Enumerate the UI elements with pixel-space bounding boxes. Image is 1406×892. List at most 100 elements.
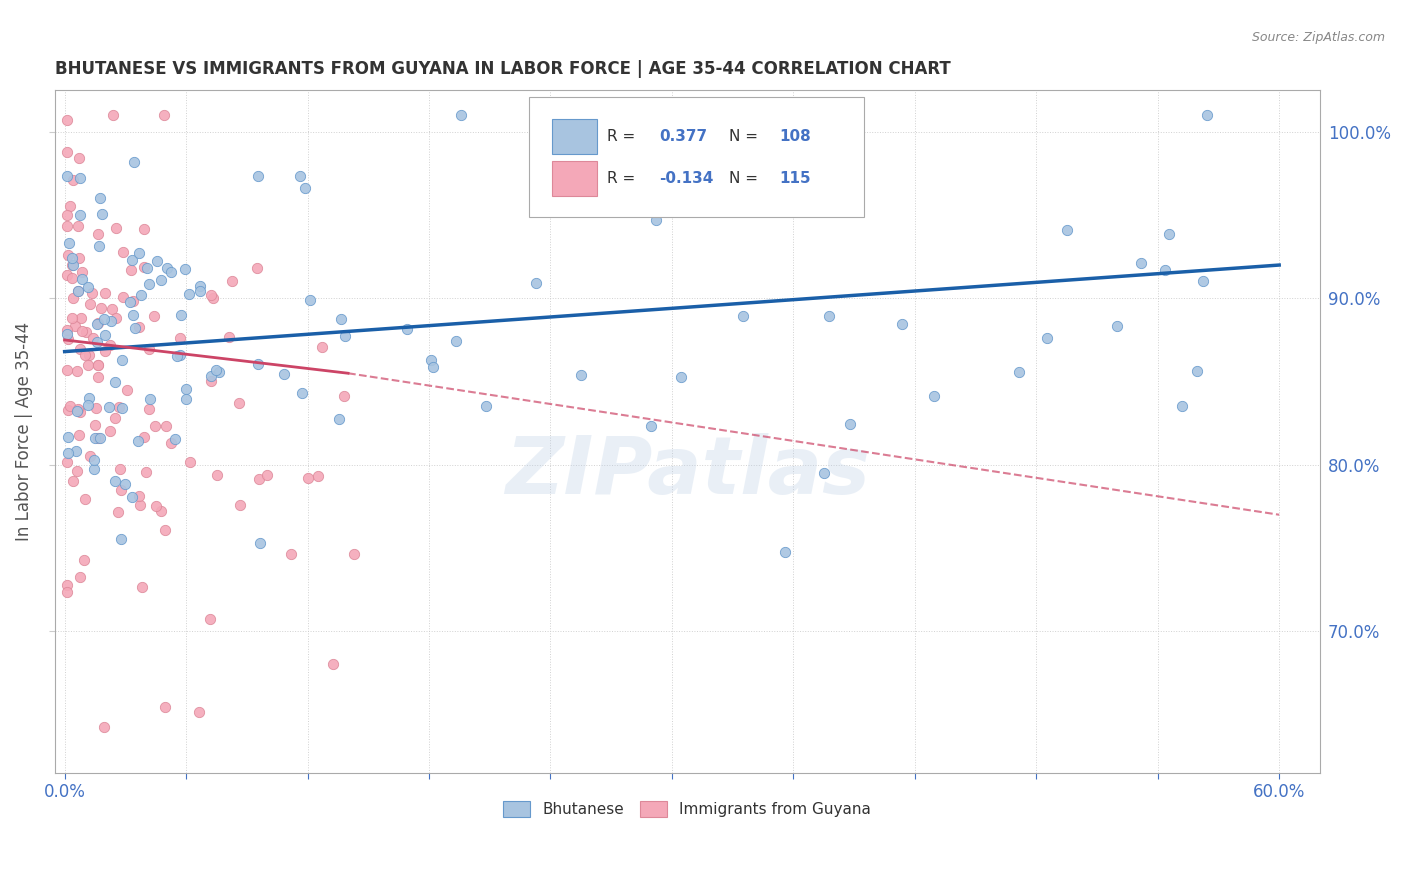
FancyBboxPatch shape: [529, 97, 865, 217]
Point: [55, 327, 77, 342]
Point: [87, 359, 110, 373]
Point: [62, 291, 84, 305]
Point: [138, 392, 160, 407]
Point: [273, 367, 295, 381]
Point: [55, 219, 77, 233]
Point: [169, 331, 191, 345]
Point: [153, 523, 176, 537]
Point: [120, 263, 142, 277]
Point: [80, 286, 103, 301]
Point: [149, 273, 172, 287]
Point: [156, 261, 179, 276]
Point: [645, 213, 668, 227]
Point: [838, 417, 860, 431]
Point: [188, 705, 211, 719]
Point: [128, 245, 150, 260]
Point: [66, 403, 89, 417]
Point: [773, 545, 796, 559]
Point: [333, 389, 356, 403]
Point: [104, 220, 127, 235]
Point: [55, 145, 77, 159]
Point: [110, 461, 132, 475]
Point: [77, 391, 100, 405]
Point: [56, 248, 79, 262]
Text: R =: R =: [607, 129, 641, 145]
Point: [571, 368, 593, 382]
Point: [70, 310, 93, 325]
Point: [395, 322, 418, 336]
Point: [122, 293, 145, 308]
Point: [328, 412, 350, 426]
Point: [780, 184, 803, 198]
Point: [626, 136, 648, 151]
Point: [772, 132, 794, 146]
Point: [112, 244, 135, 259]
Point: [66, 285, 89, 299]
Point: [98, 337, 121, 351]
Point: [67, 251, 90, 265]
Point: [420, 353, 443, 368]
Point: [179, 287, 201, 301]
Text: -0.134: -0.134: [659, 170, 714, 186]
Point: [169, 348, 191, 362]
Point: [422, 360, 444, 375]
Point: [89, 191, 111, 205]
Point: [247, 169, 270, 183]
FancyBboxPatch shape: [551, 161, 598, 196]
Point: [200, 612, 222, 626]
Point: [73, 553, 96, 567]
Point: [294, 181, 316, 195]
Text: 115: 115: [779, 170, 811, 186]
Point: [200, 369, 222, 384]
Point: [104, 410, 127, 425]
Point: [107, 505, 129, 519]
Point: [145, 499, 167, 513]
Point: [288, 169, 311, 183]
Point: [86, 318, 108, 332]
Point: [188, 278, 211, 293]
Point: [128, 320, 150, 334]
Point: [55, 169, 77, 184]
Point: [86, 370, 108, 384]
Point: [129, 287, 152, 301]
Point: [70, 265, 93, 279]
FancyBboxPatch shape: [551, 119, 598, 154]
Point: [117, 384, 139, 398]
Point: [98, 424, 121, 438]
Point: [87, 316, 110, 330]
Point: [280, 547, 302, 561]
Point: [165, 433, 187, 447]
Text: R =: R =: [607, 170, 641, 186]
Point: [1192, 274, 1215, 288]
Point: [108, 400, 131, 414]
Legend: Bhutanese, Immigrants from Guyana: Bhutanese, Immigrants from Guyana: [496, 795, 877, 823]
Point: [256, 468, 278, 483]
Point: [66, 401, 89, 416]
Point: [94, 344, 117, 359]
Point: [1153, 262, 1175, 277]
Point: [56, 403, 79, 417]
Point: [77, 280, 100, 294]
Point: [290, 386, 312, 401]
Point: [166, 349, 188, 363]
Point: [127, 434, 149, 448]
Point: [82, 331, 104, 345]
Point: [69, 342, 91, 356]
Point: [79, 449, 101, 463]
Point: [60, 258, 83, 272]
Point: [1130, 256, 1153, 270]
Point: [200, 287, 222, 301]
Point: [69, 171, 91, 186]
Point: [79, 297, 101, 311]
Point: [922, 389, 945, 403]
Point: [69, 208, 91, 222]
Point: [66, 219, 89, 234]
Point: [55, 585, 77, 599]
Point: [62, 258, 84, 272]
Text: Source: ZipAtlas.com: Source: ZipAtlas.com: [1251, 31, 1385, 45]
Point: [1195, 108, 1218, 122]
Point: [246, 357, 269, 371]
Point: [104, 311, 127, 326]
Point: [69, 405, 91, 419]
Point: [131, 581, 153, 595]
